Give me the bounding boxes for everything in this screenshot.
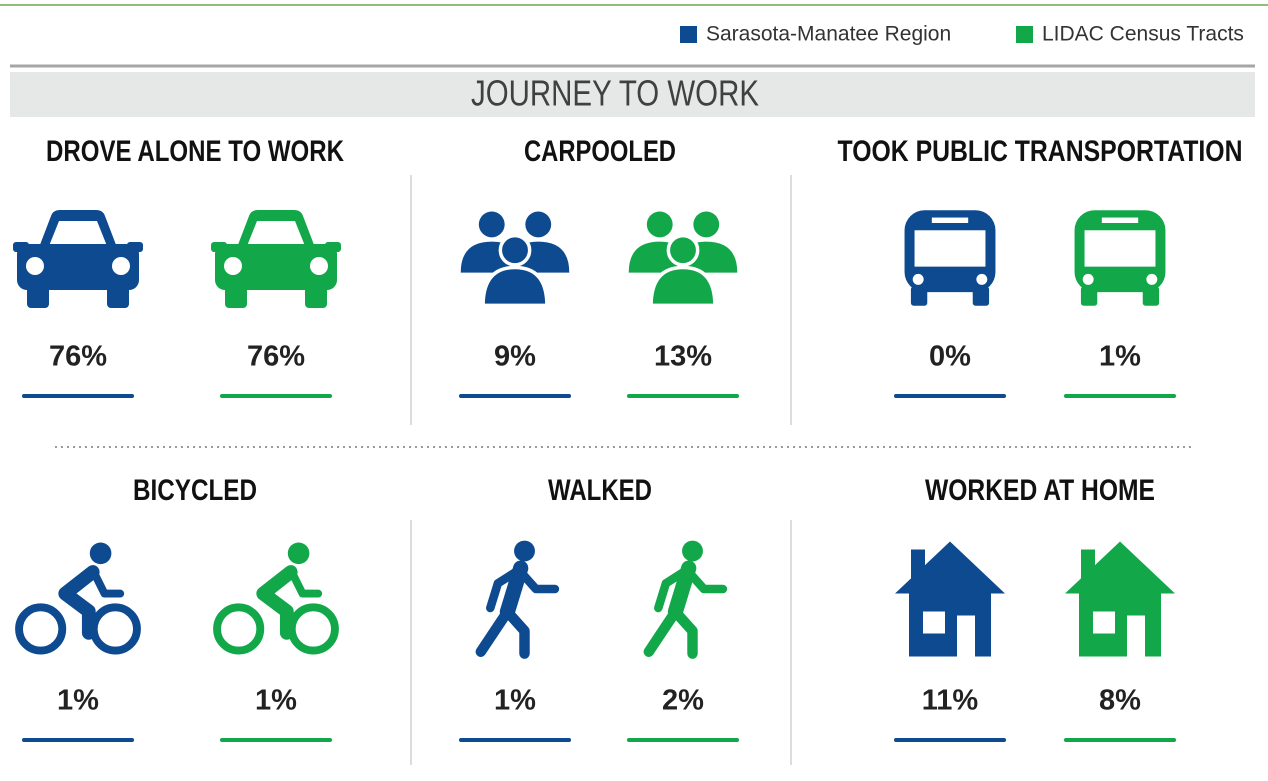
percent-value: 2% xyxy=(662,685,704,717)
percent-value: 1% xyxy=(1099,341,1141,373)
icon-bus xyxy=(904,210,996,306)
panel-title: TOOK PUBLIC TRANSPORTATION xyxy=(838,135,1243,168)
legend-label: LIDAC Census Tracts xyxy=(1042,23,1244,46)
percent-value: 13% xyxy=(654,341,712,373)
panel-title: CARPOOLED xyxy=(524,135,676,168)
icon-people xyxy=(627,210,739,306)
percent-value: 8% xyxy=(1099,685,1141,717)
panel-title: WORKED AT HOME xyxy=(925,474,1155,507)
percent-value: 1% xyxy=(255,685,297,717)
icon-car xyxy=(211,210,341,308)
percent-value: 11% xyxy=(922,685,979,717)
icon-bike xyxy=(19,543,137,651)
percent-value: 0% xyxy=(929,341,971,373)
percent-value: 76% xyxy=(49,341,107,373)
legend-swatch xyxy=(1016,26,1033,43)
percent-value: 9% xyxy=(494,341,536,373)
legend-swatch xyxy=(680,26,697,43)
icon-house xyxy=(895,541,1005,657)
percent-value: 76% xyxy=(247,341,305,373)
panel-title: WALKED xyxy=(548,474,652,507)
icon-bike xyxy=(217,543,335,651)
header-band xyxy=(10,72,1255,117)
percent-value: 1% xyxy=(494,685,536,717)
page-title: JOURNEY TO WORK xyxy=(471,73,759,114)
percent-value: 1% xyxy=(57,685,99,717)
panel-title: DROVE ALONE TO WORK xyxy=(46,135,344,168)
icon-house xyxy=(1065,541,1175,657)
panel-title: BICYCLED xyxy=(133,474,257,507)
icon-people xyxy=(459,210,571,306)
legend-label: Sarasota-Manatee Region xyxy=(706,23,951,46)
icon-bus xyxy=(1074,210,1166,306)
icon-walker xyxy=(649,541,723,654)
icon-car xyxy=(13,210,143,308)
icon-walker xyxy=(481,541,555,654)
